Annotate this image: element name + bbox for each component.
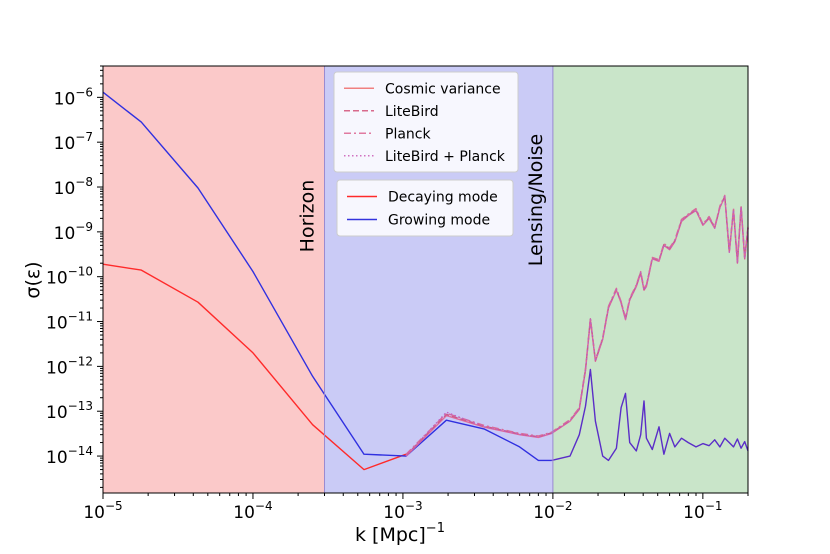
x-tick-label: 10−4 [233, 499, 272, 523]
legend-label: Cosmic variance [385, 81, 501, 97]
y-tick-label: 10−9 [54, 220, 93, 244]
series-line-2 [551, 368, 749, 462]
y-tick-base: 10 [46, 403, 68, 423]
series-lines [102, 91, 749, 471]
legend-label: Planck [385, 126, 431, 142]
y-tick-exponent: −13 [68, 399, 93, 413]
y-tick-base: 10 [54, 179, 76, 199]
legend-mode-box [336, 179, 514, 237]
y-axis-ticks: 10−1410−1310−1210−1110−1010−910−810−710−… [46, 65, 103, 488]
y-tick-label: 10−11 [46, 310, 93, 334]
y-tick-exponent: −14 [68, 444, 93, 458]
legend-label: LiteBird [385, 104, 439, 120]
y-tick-label: 10−6 [54, 85, 93, 109]
x-tick-base: 10 [233, 503, 255, 523]
x-tick-label: 10−5 [83, 499, 122, 523]
y-tick-label: 10−12 [46, 354, 93, 378]
y-tick-label: 10−8 [54, 175, 93, 199]
x-tick-label: 10−2 [533, 499, 572, 523]
y-tick-exponent: −9 [75, 220, 93, 234]
x-tick-exponent: −3 [405, 499, 423, 513]
x-tick-base: 10 [383, 503, 405, 523]
y-tick-base: 10 [46, 358, 68, 378]
region-2 [552, 66, 748, 493]
y-tick-exponent: −8 [75, 175, 93, 189]
legend-label: LiteBird + Planck [385, 149, 506, 165]
legend-noise-box [333, 71, 519, 173]
legend-mode: Decaying mode Growing mode [336, 179, 514, 237]
legend-label: Growing mode [388, 213, 490, 229]
x-tick-exponent: −1 [705, 499, 723, 513]
x-tick-exponent: −2 [555, 499, 573, 513]
x-axis-label-exponent: −1 [426, 521, 445, 536]
legend-noise: Cosmic variance LiteBird Planck LiteBird + … [333, 71, 519, 173]
legend-label: Decaying mode [388, 190, 498, 206]
x-tick-exponent: −5 [105, 499, 123, 513]
y-tick-exponent: −7 [75, 130, 93, 144]
series-line-6 [405, 195, 749, 457]
y-tick-base: 10 [46, 448, 68, 468]
region-separators [324, 66, 554, 493]
region-annotations: Horizon Lensing/Noise [297, 134, 547, 266]
series-line-0 [102, 263, 407, 471]
y-tick-label: 10−10 [46, 265, 93, 289]
y-axis-label: σ(ε) [22, 261, 44, 298]
y-tick-label: 10−13 [46, 399, 93, 423]
plot-frame [102, 65, 749, 494]
y-tick-base: 10 [46, 314, 68, 334]
y-tick-exponent: −6 [75, 85, 93, 99]
y-tick-label: 10−14 [46, 444, 93, 468]
x-tick-label: 10−3 [383, 499, 422, 523]
x-tick-exponent: −4 [255, 499, 273, 513]
region-0 [103, 66, 325, 493]
y-tick-exponent: −12 [68, 354, 93, 368]
x-tick-base: 10 [83, 503, 105, 523]
x-tick-base: 10 [683, 503, 705, 523]
x-tick-base: 10 [533, 503, 555, 523]
y-tick-base: 10 [54, 224, 76, 244]
x-axis-ticks: 10−5 10−4 10−3 10−2 10−1 [83, 493, 749, 523]
x-axis-label: k [Mpc]−1 [355, 521, 445, 546]
y-tick-base: 10 [46, 269, 68, 289]
y-tick-label: 10−7 [54, 130, 93, 154]
x-tick-label: 10−1 [683, 499, 722, 523]
y-tick-exponent: −10 [68, 265, 93, 279]
y-tick-exponent: −11 [68, 310, 93, 324]
y-tick-base: 10 [54, 134, 76, 154]
annotation-lensing-noise: Lensing/Noise [525, 134, 547, 266]
y-tick-base: 10 [54, 89, 76, 109]
series-line-1 [102, 91, 552, 462]
annotation-horizon: Horizon [297, 180, 319, 253]
